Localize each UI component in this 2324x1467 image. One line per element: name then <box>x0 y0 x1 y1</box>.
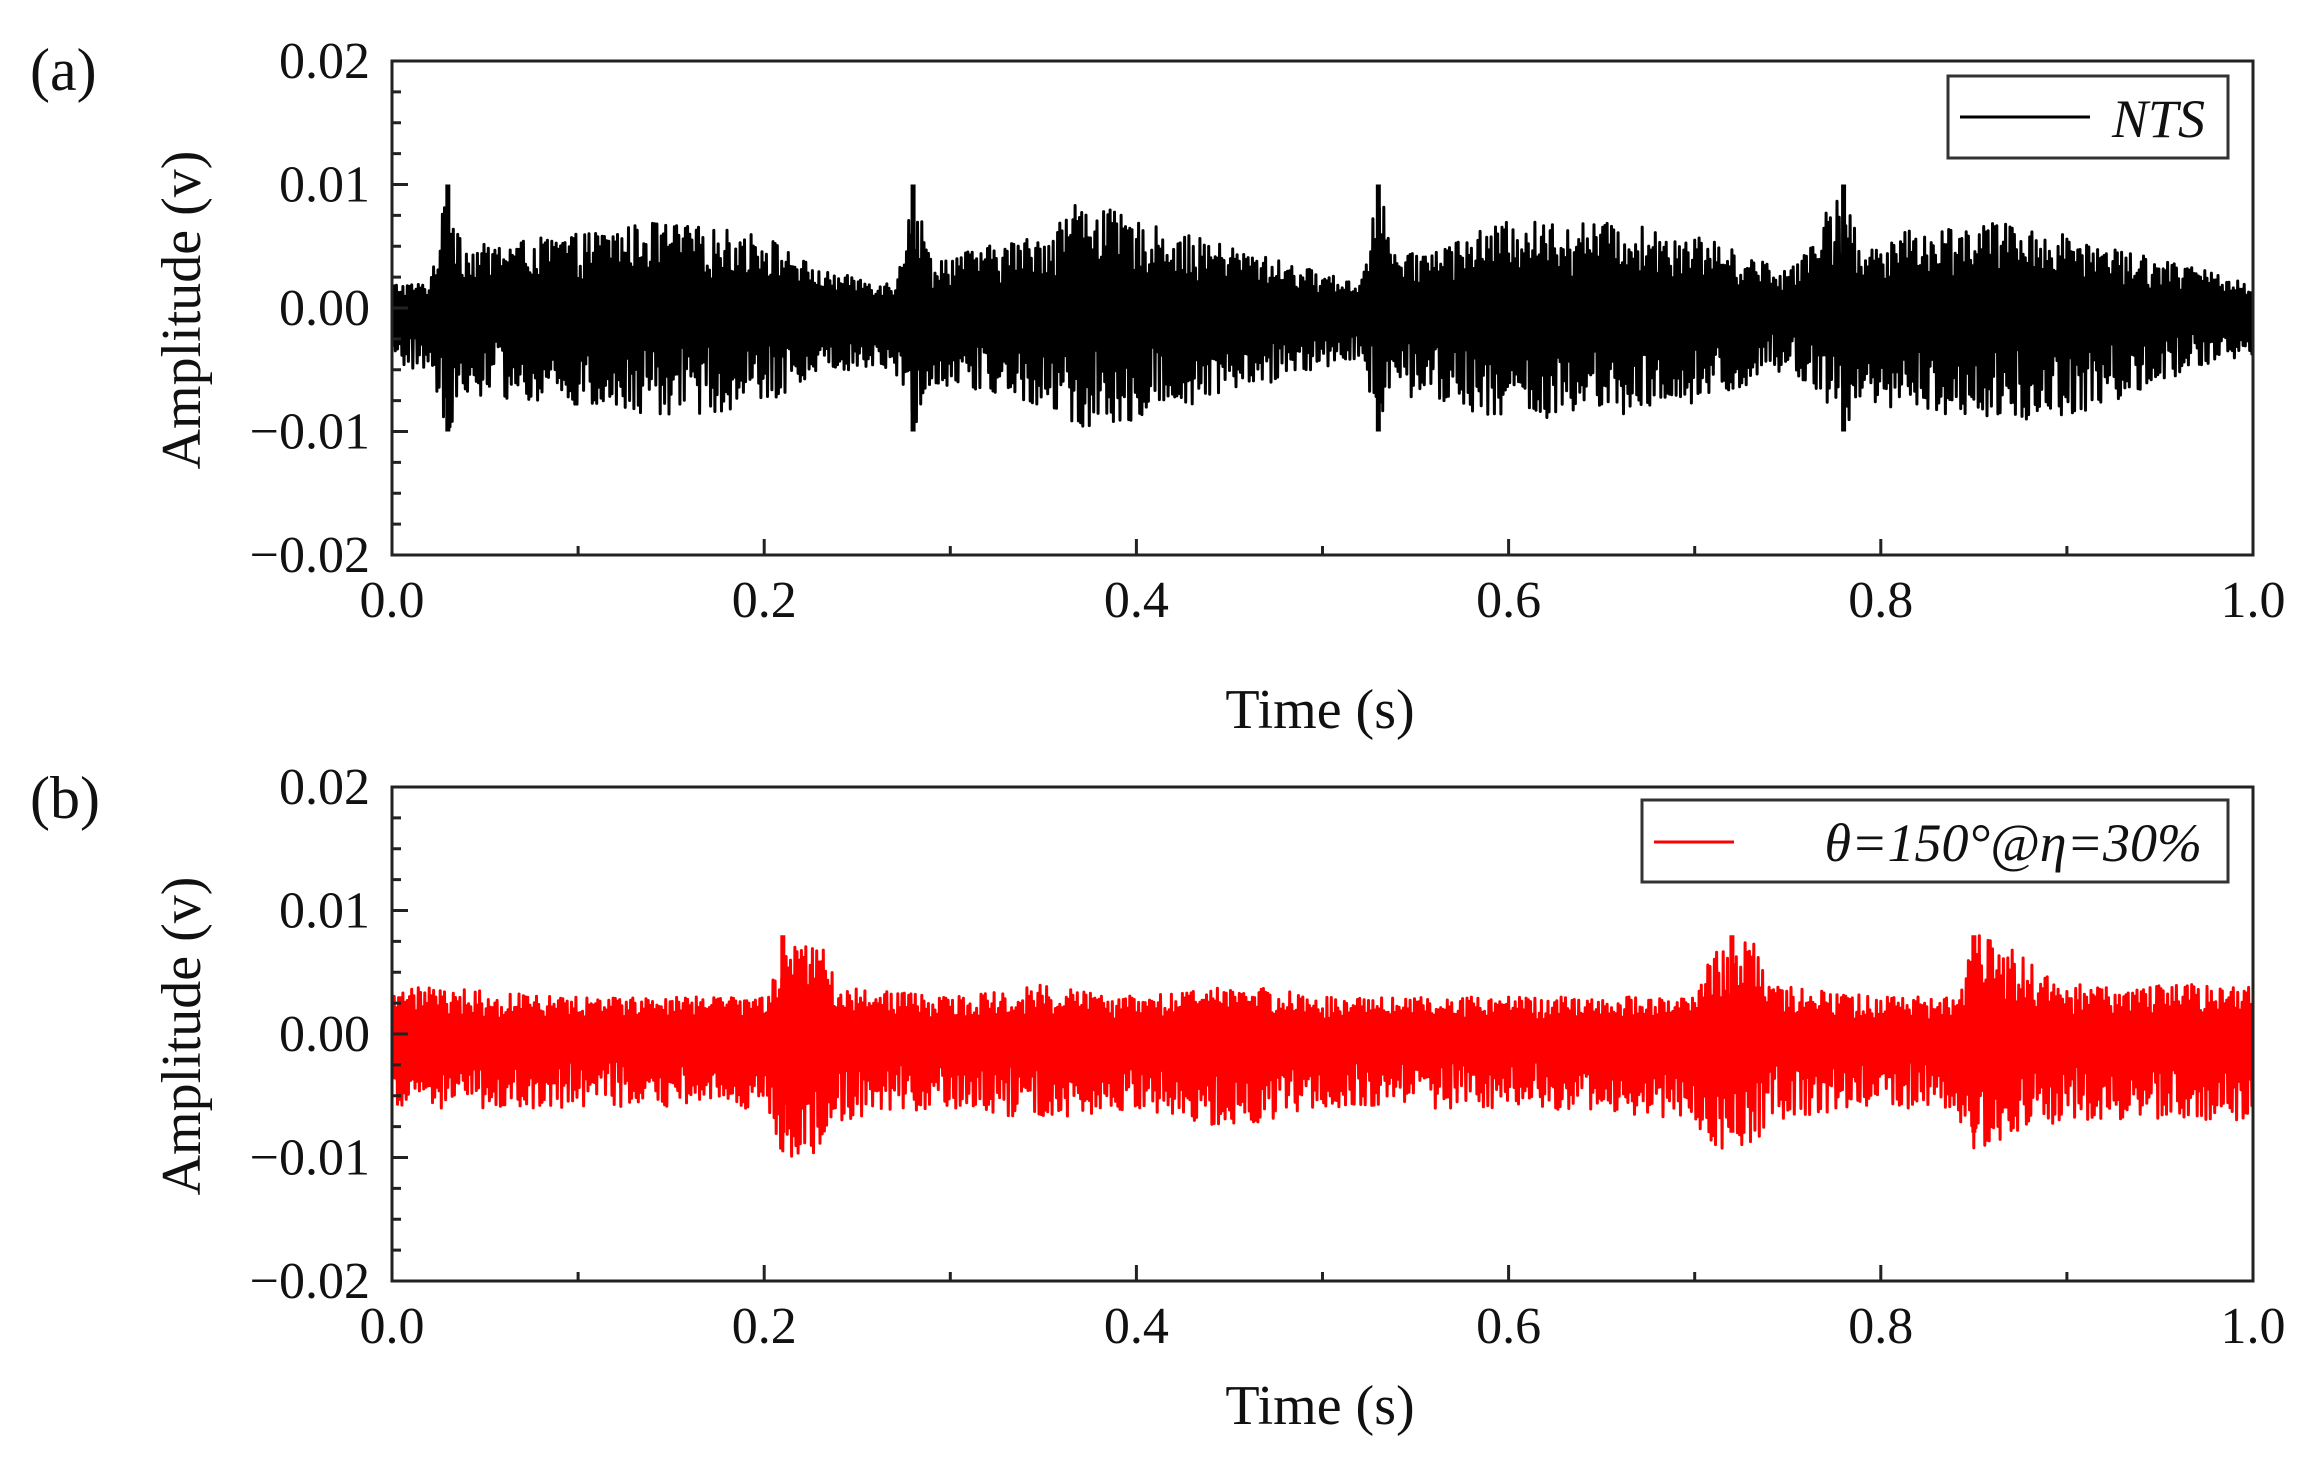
x-tick-label: 0.6 <box>1476 572 1541 629</box>
y-axis-label: Amplitude (v) <box>151 877 213 1196</box>
legend: θ=150°@η=30% <box>1640 798 2230 884</box>
x-axis-label: Time (s) <box>1225 679 1414 741</box>
y-tick-label: −0.02 <box>250 1253 370 1310</box>
axes: 0.0 0.2 0.4 0.6 0.8 1.0 0.02 0.01 0.00 −0.01 −0.02 <box>250 759 2286 1355</box>
legend-label: θ=150°@η=30% <box>1825 813 2202 873</box>
series-line <box>392 188 2253 429</box>
y-tick-label: 0.01 <box>279 157 370 214</box>
x-axis-label: Time (s) <box>1225 1375 1414 1437</box>
x-tick-label: 0.2 <box>732 1298 797 1355</box>
y-tick-label: −0.02 <box>250 527 370 584</box>
plot-area <box>392 934 2253 1158</box>
panel-label: (a) <box>30 37 97 103</box>
y-tick-label: −0.01 <box>250 1130 370 1187</box>
plot-area <box>392 184 2253 432</box>
panel-label: (b) <box>30 765 100 831</box>
x-tick-label: 0.4 <box>1104 572 1169 629</box>
y-tick-label: −0.01 <box>250 404 370 461</box>
x-tick-label: 0.2 <box>732 572 797 629</box>
y-tick-label: 0.01 <box>279 883 370 940</box>
x-tick-label: 0.4 <box>1104 1298 1169 1355</box>
y-tick-label: 0.00 <box>279 1006 370 1063</box>
panel-a: (a) 0.0 0.2 0.4 0.6 0.8 1.0 0.02 0.01 0.00 −0.01 −… <box>30 33 2286 741</box>
x-tick-label: 0.8 <box>1848 572 1913 629</box>
series-line <box>392 934 2253 1158</box>
x-tick-label: 0.8 <box>1848 1298 1913 1355</box>
axes: 0.0 0.2 0.4 0.6 0.8 1.0 0.02 0.01 0.00 −0.01 −0.02 <box>250 33 2286 629</box>
legend: NTS <box>1946 74 2230 160</box>
x-tick-label: 0.6 <box>1476 1298 1541 1355</box>
y-tick-label: 0.02 <box>279 759 370 816</box>
x-tick-label: 0.0 <box>360 1298 425 1355</box>
x-tick-label: 0.0 <box>360 572 425 629</box>
y-tick-label: 0.00 <box>279 280 370 337</box>
y-tick-label: 0.02 <box>279 33 370 90</box>
panel-b: (b) 0.0 0.2 0.4 0.6 0.8 1.0 0.02 0.01 0.00 −0.01 −… <box>30 759 2286 1437</box>
y-axis-label: Amplitude (v) <box>151 151 213 470</box>
x-tick-label: 1.0 <box>2221 1298 2286 1355</box>
x-tick-label: 1.0 <box>2221 572 2286 629</box>
legend-box <box>1640 798 2230 884</box>
legend-label: NTS <box>2111 89 2205 149</box>
